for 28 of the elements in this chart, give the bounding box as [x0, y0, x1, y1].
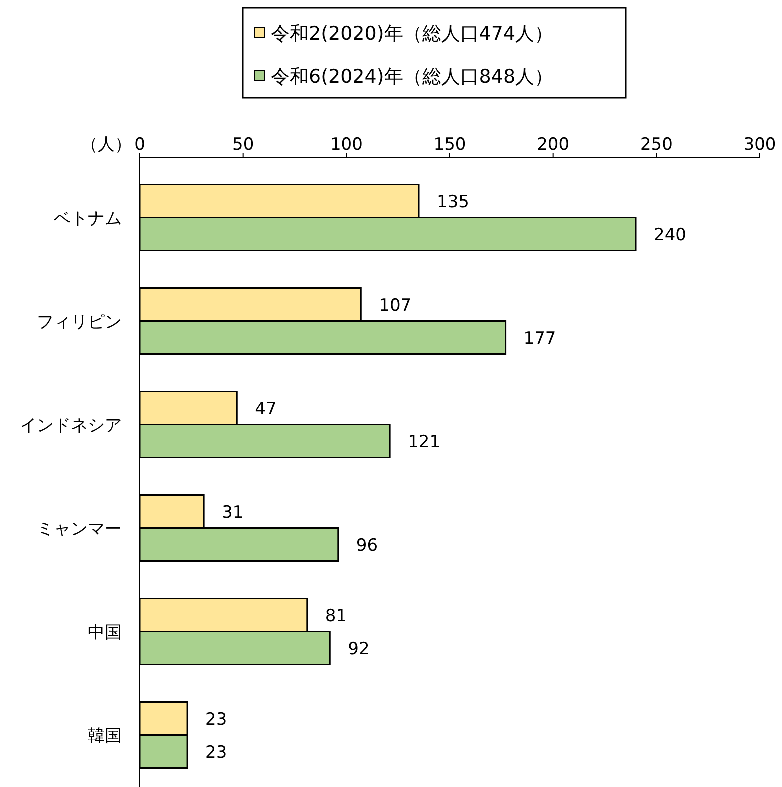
data-label: 177 [524, 328, 556, 349]
x-tick-label: 200 [537, 135, 570, 155]
y-tick-label: 韓国 [88, 726, 122, 746]
data-label: 23 [206, 710, 228, 730]
data-label: 107 [379, 296, 412, 316]
y-tick-label: ミャンマー [37, 519, 122, 540]
data-label: 135 [437, 192, 470, 212]
x-tick-label: 0 [134, 135, 146, 155]
legend-label: 令和6(2024)年（総人口848人） [271, 66, 554, 88]
data-label: 92 [348, 639, 370, 660]
data-label: 47 [255, 399, 277, 420]
x-axis-title: （人） [81, 135, 132, 155]
data-label: 121 [408, 432, 441, 452]
data-label: 96 [356, 536, 378, 556]
legend-label: 令和2(2020)年（総人口474人） [271, 23, 554, 45]
data-label: 240 [654, 225, 686, 246]
x-tick-label: 300 [744, 135, 776, 155]
y-tick-label: インドネシア [20, 416, 122, 436]
y-tick-label: 中国 [88, 622, 122, 643]
x-tick-label: 50 [232, 135, 254, 155]
data-label: 81 [325, 606, 348, 626]
x-tick-label: 250 [640, 135, 673, 155]
x-tick-label: 100 [330, 135, 363, 155]
data-label: 23 [206, 742, 228, 763]
y-tick-label: ベトナム [54, 208, 122, 229]
y-tick-label: フィリピン [37, 312, 122, 332]
data-label: 31 [222, 502, 244, 523]
x-tick-label: 150 [434, 135, 466, 155]
